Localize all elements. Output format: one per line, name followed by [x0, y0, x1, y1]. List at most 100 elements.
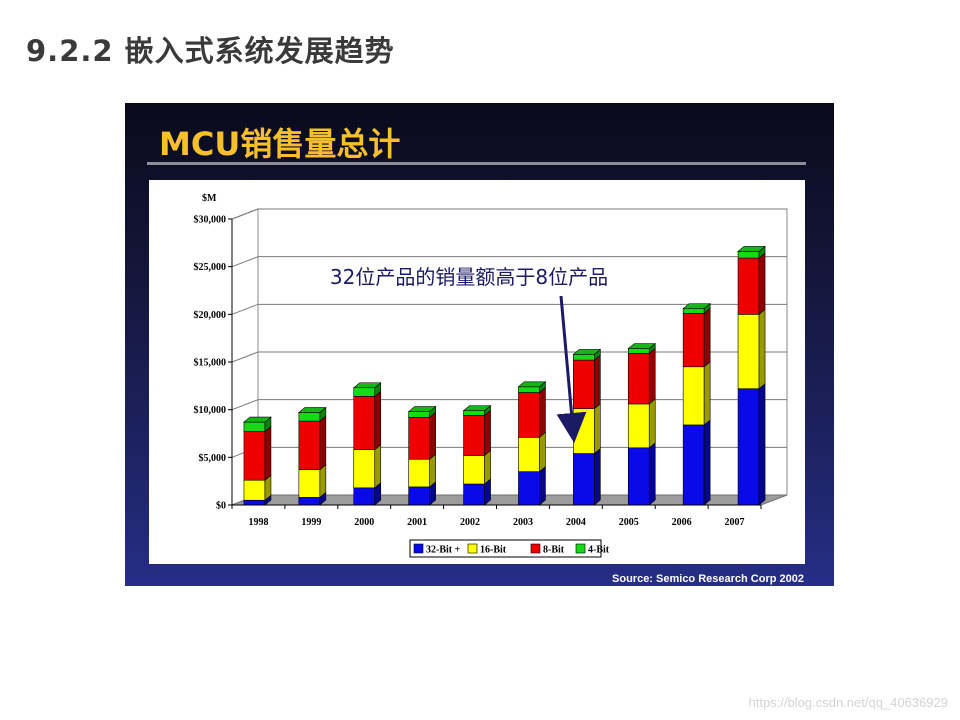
- gridline-side: [231, 256, 259, 268]
- gridline-side: [231, 399, 259, 411]
- watermark: https://blog.csdn.net/qq_40636929: [748, 695, 949, 710]
- y-axis: $0 $5,000 $10,000 $15,000 $20,000 $25,000 $30,…: [194, 193, 233, 512]
- bar-segment-2001-1: [408, 458, 430, 488]
- bar-segment-1999-0: [298, 497, 321, 506]
- annotation-arrow: [556, 295, 587, 443]
- legend-label-3: 4-Bit: [588, 545, 610, 556]
- title-divider: [147, 162, 806, 165]
- x-tick-label: 2001: [407, 517, 427, 528]
- bar-top-1998: [243, 416, 272, 423]
- bar-side-2000-2: [374, 390, 382, 451]
- bar-side-2005-2: [648, 347, 656, 405]
- bar-top-2001: [407, 406, 437, 412]
- legend-swatch-2: [530, 543, 541, 554]
- bar-side-2007-1: [758, 308, 766, 390]
- bar-segment-2003-1: [518, 437, 540, 472]
- bar-top-2004: [572, 349, 602, 355]
- x-tick-label: 2005: [619, 517, 639, 528]
- legend-swatch-0: [413, 543, 424, 554]
- bar-top-2006: [682, 303, 711, 309]
- x-tick-label: 2006: [672, 517, 692, 528]
- bar-side-2006-0: [703, 419, 711, 506]
- bar-segment-1999-3: [298, 412, 321, 422]
- bar-side-2000-1: [374, 444, 382, 489]
- y-axis-label: $M: [202, 193, 217, 204]
- bar-side-1998-2: [264, 425, 272, 481]
- bar-segment-2005-1: [627, 403, 650, 449]
- x-tick-label: 2004: [566, 517, 586, 528]
- bar-segment-2003-2: [518, 392, 540, 438]
- bar-segment-2002-0: [463, 483, 485, 506]
- bar-segment-2000-2: [353, 396, 376, 451]
- bar-segment-2002-3: [463, 410, 485, 416]
- bar-side-2004-1: [594, 403, 601, 455]
- bar-segment-1998-0: [243, 499, 266, 506]
- x-tick-label: 2003: [513, 517, 533, 528]
- bar-segment-2000-1: [353, 449, 376, 489]
- x-tick-label: 2002: [460, 517, 480, 528]
- bar-side-2004-2: [594, 354, 601, 410]
- bar-side-2006-1: [703, 361, 711, 426]
- x-tick-label: 1998: [248, 517, 268, 528]
- bar-segment-2002-1: [463, 455, 485, 485]
- y-tick-label: $0: [216, 501, 226, 512]
- legend: 32-Bit + 16-Bit 8-Bit 4-Bit: [409, 539, 610, 558]
- mcu-sales-chart: $0 $5,000 $10,000 $15,000 $20,000 $25,000 $30,…: [194, 193, 788, 558]
- bar-segment-2000-3: [353, 387, 376, 397]
- bar-segment-2006-1: [682, 366, 705, 426]
- bar-segment-2004-3: [573, 354, 595, 361]
- x-axis: 1998 1999 2000 2001 2002 2003 2004 2005 2006 2007: [231, 504, 762, 528]
- bar-segment-2007-3: [737, 251, 760, 259]
- bar-segment-2007-0: [737, 388, 760, 506]
- bar-side-2007-2: [758, 252, 766, 315]
- bar-segment-2004-0: [573, 453, 595, 506]
- bar-side-2001-1: [429, 453, 436, 488]
- y-tick-label: $25,000: [194, 262, 227, 273]
- bar-side-2003-0: [539, 465, 546, 506]
- bar-segment-2006-0: [682, 424, 705, 506]
- bar-top-2002: [462, 405, 492, 411]
- bar-segment-2006-2: [682, 313, 705, 368]
- bar-side-2007-0: [758, 383, 766, 506]
- bar-top-2000: [352, 382, 382, 389]
- annotation: 32位产品的销量额高于8位产品: [330, 265, 608, 443]
- y-tick-label: $20,000: [194, 310, 227, 321]
- slide-title: 9.2.2 嵌入式系统发展趋势: [26, 34, 395, 68]
- bar-side-2005-0: [648, 442, 656, 506]
- gridline-side: [231, 208, 259, 220]
- bar-segment-2001-0: [408, 486, 430, 506]
- legend-box: [409, 539, 602, 558]
- bar-segment-2006-3: [682, 308, 705, 314]
- bar-segment-2001-3: [408, 411, 430, 418]
- bar-side-1999-2: [319, 415, 327, 471]
- bar-top-1999: [298, 407, 327, 413]
- bar-side-2002-1: [484, 449, 491, 485]
- y-tick-label: $10,000: [194, 405, 227, 416]
- bar-side-2004-0: [594, 447, 601, 506]
- bar-side-2005-1: [648, 398, 656, 449]
- bar-segment-2003-0: [518, 471, 540, 506]
- legend-label-2: 8-Bit: [543, 545, 565, 556]
- gridline-side: [231, 351, 259, 363]
- bar-side-2002-2: [484, 409, 491, 457]
- bar-segment-1998-3: [243, 421, 266, 432]
- bar-segment-2007-2: [737, 257, 760, 315]
- bar-segment-2001-2: [408, 416, 430, 460]
- bar-segment-1999-1: [298, 469, 321, 498]
- bars: [243, 245, 766, 506]
- x-tick-label: 2007: [725, 517, 745, 528]
- bar-side-2001-2: [429, 411, 436, 460]
- x-tick-label: 2000: [354, 517, 374, 528]
- bar-segment-2002-2: [463, 415, 485, 456]
- bar-side-2003-1: [539, 431, 546, 473]
- legend-swatch-1: [467, 543, 478, 554]
- bar-top-2007: [737, 246, 766, 252]
- bar-top-2005: [627, 343, 657, 349]
- source-note: Source: Semico Research Corp 2002: [612, 573, 804, 585]
- bar-segment-2005-2: [627, 353, 650, 405]
- bar-segment-1998-1: [243, 479, 266, 501]
- gridline-side: [231, 303, 259, 315]
- bar-side-2003-2: [539, 386, 546, 438]
- bar-segment-1999-2: [298, 420, 321, 471]
- bar-segment-2003-3: [518, 386, 540, 393]
